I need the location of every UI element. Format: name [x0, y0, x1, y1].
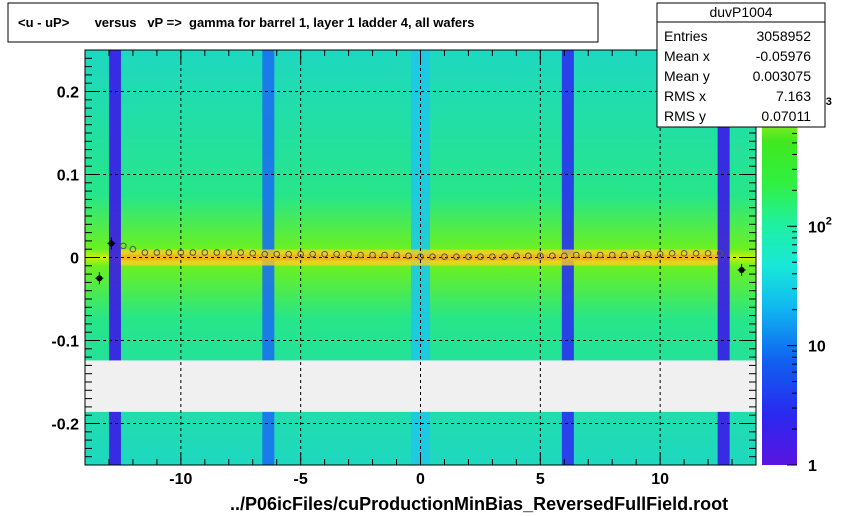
profile-point — [656, 250, 664, 258]
colorbar-tick-label: 102 — [808, 215, 832, 236]
profile-point — [429, 253, 436, 260]
y-tick-label: 0.1 — [57, 168, 79, 185]
stats-name: duvP1004 — [709, 4, 772, 20]
stats-row-value: -0.05976 — [756, 48, 811, 64]
stats-row-label: Entries — [664, 28, 708, 44]
x-tick-label: 5 — [536, 471, 545, 488]
chart-title: <u - uP> versus vP => gamma for barrel 1… — [18, 15, 474, 30]
y-tick-label: -0.2 — [51, 417, 79, 434]
profile-point — [572, 251, 580, 259]
profile-point — [96, 275, 103, 282]
stats-row-value: 7.163 — [776, 88, 811, 104]
y-tick-label: 0.2 — [57, 85, 79, 102]
x-tick-label: 10 — [651, 471, 669, 488]
profile-point — [261, 250, 269, 258]
profile-point — [680, 250, 688, 257]
stats-box: duvP1004 Entries 3058952 Mean x -0.05976 Mea… — [656, 2, 826, 128]
y-tick-label: -0.1 — [51, 334, 79, 351]
profile-point — [381, 251, 388, 259]
stats-row-label: RMS y — [664, 108, 706, 124]
x-tick-label: -10 — [169, 471, 192, 488]
colorbar-tick-label: 1 — [808, 458, 817, 475]
stats-row-label: Mean x — [664, 48, 710, 64]
profile-point — [225, 249, 233, 256]
profile-point — [738, 266, 745, 273]
profile-point — [273, 250, 281, 258]
profile-point — [644, 250, 652, 258]
profile-point — [285, 250, 292, 258]
profile-point — [525, 252, 532, 260]
profile-point — [108, 240, 115, 247]
profile-point — [357, 251, 364, 259]
profile-point — [120, 242, 127, 250]
profile-point — [477, 253, 484, 260]
profile-point — [560, 252, 568, 260]
stats-row-value: 3058952 — [756, 28, 811, 44]
profile-point — [668, 250, 676, 257]
profile-point — [716, 250, 724, 257]
profile-point — [596, 251, 604, 259]
stats-row-label: RMS x — [664, 88, 706, 104]
profile-point — [537, 252, 544, 260]
profile-point — [704, 250, 712, 257]
stats-row-label: Mean y — [664, 68, 710, 84]
profile-point — [393, 251, 400, 259]
profile-point — [165, 249, 173, 256]
footer-filename: ../P06icFiles/cuProductionMinBias_Revers… — [230, 494, 728, 514]
ridge-halo — [120, 249, 718, 266]
profile-point — [345, 250, 352, 258]
colorbar-tick-label: 10 — [808, 339, 826, 356]
profile-point — [620, 251, 628, 259]
profile-point — [608, 251, 616, 259]
vertical-band — [108, 50, 121, 465]
profile-point — [189, 249, 197, 256]
profile-point — [297, 250, 304, 258]
profile-point — [237, 249, 245, 256]
profile-point — [153, 249, 161, 256]
profile-point — [465, 253, 472, 260]
profile-point — [441, 253, 448, 260]
profile-point — [549, 252, 556, 260]
profile-point — [405, 252, 412, 260]
profile-point — [489, 253, 496, 260]
y-tick-label: 0 — [70, 251, 79, 268]
title-box — [7, 2, 599, 43]
profile-point — [417, 253, 424, 260]
profile-point — [129, 245, 137, 253]
profile-point — [632, 250, 640, 258]
profile-point — [584, 251, 592, 259]
profile-point — [141, 249, 149, 256]
stats-row-value: 0.07011 — [761, 108, 811, 124]
profile-point — [213, 249, 221, 256]
profile-point — [309, 250, 316, 258]
profile-point — [692, 250, 700, 257]
profile-point — [333, 250, 340, 258]
x-tick-label: 0 — [416, 471, 425, 488]
profile-point — [249, 250, 257, 257]
profile-point — [513, 252, 520, 260]
profile-point — [201, 249, 209, 256]
plot-area: -10 -5 0 5 10 0.2 0.1 0 -0.1 -0.2 — [51, 49, 757, 488]
profile-point — [453, 253, 460, 260]
profile-point — [369, 251, 376, 259]
grid-lines — [85, 50, 756, 465]
profile-point — [321, 250, 328, 258]
x-tick-label: -5 — [294, 471, 308, 488]
profile-point — [177, 249, 185, 256]
stats-row-value: 0.003075 — [753, 68, 812, 84]
profile-point — [501, 253, 508, 260]
